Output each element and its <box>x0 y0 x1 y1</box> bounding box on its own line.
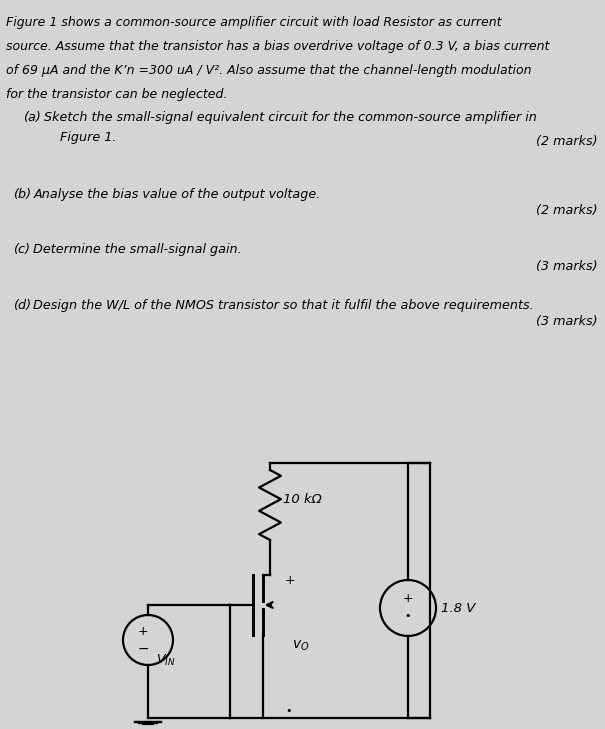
Text: •: • <box>285 706 292 716</box>
Text: $v_O$: $v_O$ <box>292 639 310 653</box>
Text: Analyse the bias value of the output voltage.: Analyse the bias value of the output vol… <box>33 188 321 201</box>
Text: +: + <box>285 574 296 588</box>
Text: (c): (c) <box>13 243 30 257</box>
Text: Sketch the small-signal equivalent circuit for the common-source amplifier in: Sketch the small-signal equivalent circu… <box>44 111 537 124</box>
Text: (2 marks): (2 marks) <box>536 135 598 148</box>
Text: (3 marks): (3 marks) <box>536 260 598 273</box>
Text: (b): (b) <box>13 188 31 201</box>
Text: −: − <box>137 642 149 656</box>
Text: Determine the small-signal gain.: Determine the small-signal gain. <box>33 243 242 257</box>
Text: (2 marks): (2 marks) <box>536 204 598 217</box>
Text: (d): (d) <box>13 299 31 312</box>
Text: Figure 1 shows a common-source amplifier circuit with load Resistor as current: Figure 1 shows a common-source amplifier… <box>6 16 502 29</box>
Text: (3 marks): (3 marks) <box>536 315 598 328</box>
Text: •: • <box>405 612 411 621</box>
Text: of 69 μA and the K’n =300 uA / V². Also assume that the channel-length modulatio: of 69 μA and the K’n =300 uA / V². Also … <box>6 64 532 77</box>
Text: $V_{IN}$: $V_{IN}$ <box>155 652 175 668</box>
Text: source. Assume that the transistor has a bias overdrive voltage of 0.3 V, a bias: source. Assume that the transistor has a… <box>6 40 549 53</box>
Text: Design the W/L of the NMOS transistor so that it fulfil the above requirements.: Design the W/L of the NMOS transistor so… <box>33 299 534 312</box>
Text: (a): (a) <box>23 111 41 124</box>
Text: +: + <box>403 592 413 604</box>
Text: 1.8 V: 1.8 V <box>441 601 475 615</box>
Text: +: + <box>138 625 148 638</box>
Text: 10 kΩ: 10 kΩ <box>283 493 322 506</box>
Text: Figure 1.: Figure 1. <box>44 131 116 144</box>
Text: for the transistor can be neglected.: for the transistor can be neglected. <box>6 88 227 101</box>
